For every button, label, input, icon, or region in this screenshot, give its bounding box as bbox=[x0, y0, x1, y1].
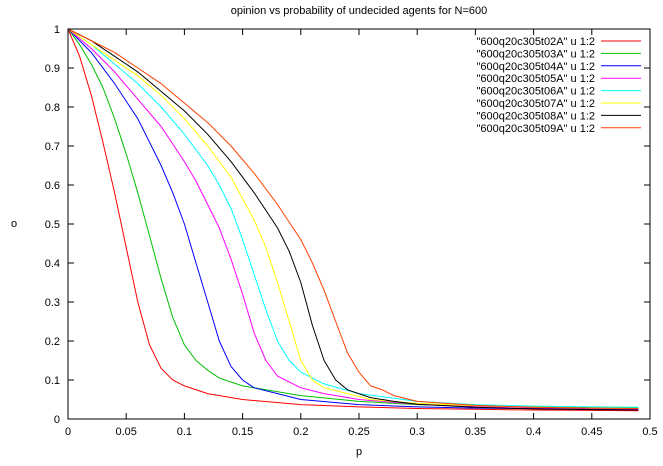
legend-label-5: "600q20c305t06A" u 1:2 bbox=[476, 86, 595, 98]
y-tick-label: 0 bbox=[54, 414, 60, 426]
legend-label-1: "600q20c305t02A" u 1:2 bbox=[476, 36, 595, 48]
y-tick-label: 0.5 bbox=[45, 219, 60, 231]
x-tick-label: 0.3 bbox=[410, 426, 425, 438]
legend: "600q20c305t02A" u 1:2"600q20c305t03A" u… bbox=[476, 36, 641, 135]
axes-layer: 0 0.05 0.1 0.15 0.2 0.25 0.3 0.35 0.4 0.45 0.5 0 0.1… bbox=[45, 24, 658, 438]
x-tick-label: 0.35 bbox=[465, 426, 486, 438]
legend-label-4: "600q20c305t05A" u 1:2 bbox=[476, 73, 595, 85]
y-tick-label: 0.7 bbox=[45, 141, 60, 153]
x-tick-label: 0.45 bbox=[581, 426, 602, 438]
x-tick-label: 0.4 bbox=[526, 426, 541, 438]
x-tick-label: 0.15 bbox=[232, 426, 253, 438]
y-tick-label: 1 bbox=[54, 24, 60, 36]
legend-label-3: "600q20c305t04A" u 1:2 bbox=[476, 61, 595, 73]
legend-label-2: "600q20c305t03A" u 1:2 bbox=[476, 48, 595, 60]
series-line-8 bbox=[67, 28, 639, 409]
legend-label-8: "600q20c305t09A" u 1:2 bbox=[476, 123, 595, 135]
y-axis-label: o bbox=[11, 218, 17, 230]
x-tick-label: 0.2 bbox=[293, 426, 308, 438]
chart-title: opinion vs probability of undecided agen… bbox=[231, 5, 488, 17]
legend-label-7: "600q20c305t08A" u 1:2 bbox=[476, 110, 595, 122]
series-line-3 bbox=[67, 28, 639, 410]
series-line-7 bbox=[67, 28, 639, 411]
x-tick-label: 0.1 bbox=[177, 426, 192, 438]
x-axis-label: p bbox=[356, 446, 362, 458]
y-tick-label: 0.2 bbox=[45, 336, 60, 348]
x-tick-label: 0.25 bbox=[348, 426, 369, 438]
y-tick-label: 0.4 bbox=[45, 258, 60, 270]
x-tick-label: 0.5 bbox=[642, 426, 657, 438]
y-tick-label: 0.1 bbox=[45, 375, 60, 387]
series-line-6 bbox=[67, 28, 639, 409]
series-layer bbox=[67, 28, 639, 412]
x-tick-label: 0.05 bbox=[115, 426, 136, 438]
legend-label-6: "600q20c305t07A" u 1:2 bbox=[476, 98, 595, 110]
series-line-1 bbox=[67, 28, 639, 412]
y-tick-label: 0.9 bbox=[45, 63, 60, 75]
y-tick-label: 0.8 bbox=[45, 102, 60, 114]
y-tick-label: 0.6 bbox=[45, 180, 60, 192]
x-tick-label: 0 bbox=[65, 426, 71, 438]
y-tick-label: 0.3 bbox=[45, 297, 60, 309]
